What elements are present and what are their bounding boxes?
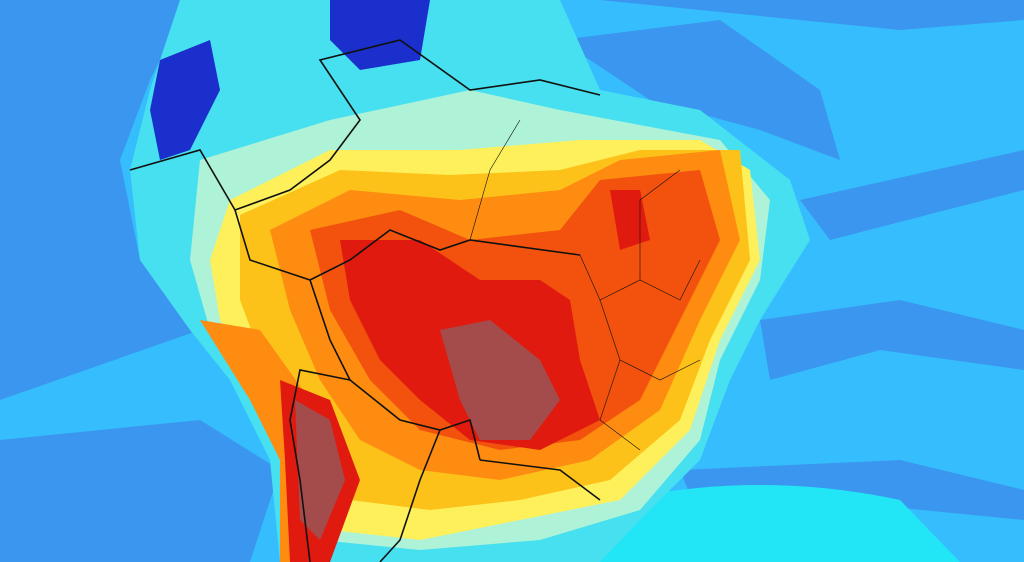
state-borders (469, 119, 701, 451)
chile-brown (295, 400, 345, 540)
andes-navy (150, 40, 220, 160)
north-navy (330, 0, 430, 70)
country-borders (129, 39, 601, 562)
ocean-cyan-patch (600, 485, 960, 562)
brown-core (440, 320, 560, 440)
